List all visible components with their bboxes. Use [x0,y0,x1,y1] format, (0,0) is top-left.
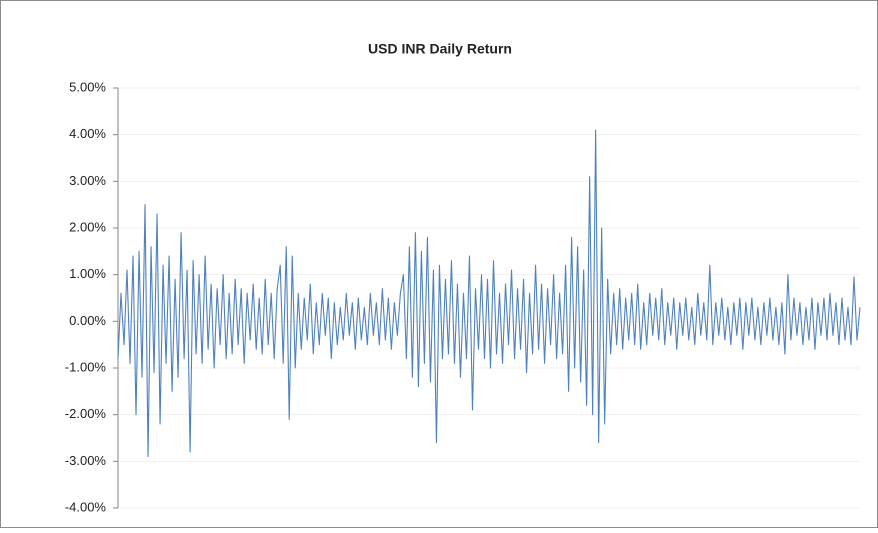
chart-title: USD INR Daily Return [368,41,512,57]
y-tick-label: -1.00% [65,359,107,374]
y-tick-label: 4.00% [69,126,106,141]
y-tick-label: 1.00% [69,266,106,281]
y-tick-label: 0.00% [69,313,106,328]
y-tick-label: -3.00% [65,453,107,468]
series-line [117,129,861,458]
y-tick-label: 5.00% [69,79,106,94]
y-tick-label: 2.00% [69,219,106,234]
y-tick-label: -4.00% [65,499,107,514]
y-tick-label: 3.00% [69,173,106,188]
y-tick-label: -2.00% [65,406,107,421]
